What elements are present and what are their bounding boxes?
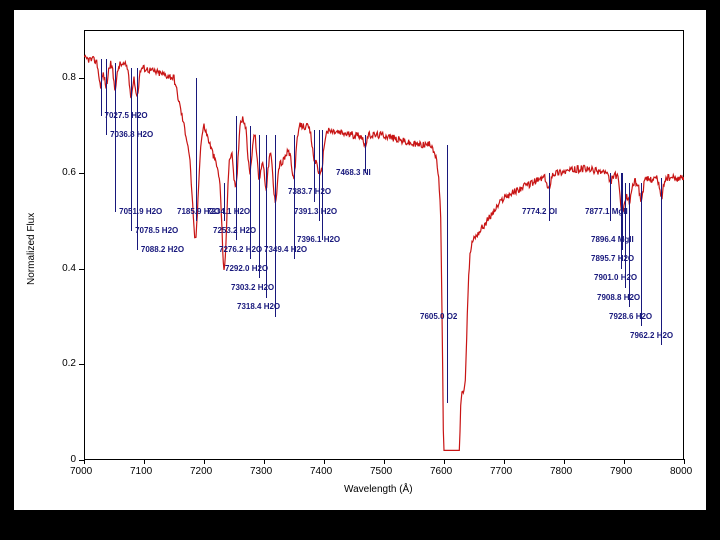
spectral-line-label: 7928.6 H2O xyxy=(609,312,652,321)
x-tick-label: 7500 xyxy=(370,466,392,477)
x-tick-label: 7900 xyxy=(610,466,632,477)
spectral-line-label: 7234.1 H2O xyxy=(207,207,250,216)
spectral-line-label: 7349.4 H2O xyxy=(264,245,307,254)
x-tick-label: 7600 xyxy=(430,466,452,477)
x-tick-label: 7700 xyxy=(490,466,512,477)
line-marker xyxy=(629,183,630,307)
plot-area: 7000710072007300740075007600770078007900… xyxy=(84,30,684,460)
spectral-line-label: 7605.0 O2 xyxy=(420,312,457,321)
spectral-line-label: 7276.2 H2O xyxy=(219,245,262,254)
line-marker xyxy=(266,135,267,297)
line-marker xyxy=(137,68,138,164)
y-tick-label: 0.8 xyxy=(46,72,76,83)
spectral-line-label: 7908.8 H2O xyxy=(597,293,640,302)
x-axis-label: Wavelength (Å) xyxy=(344,484,413,495)
line-marker xyxy=(259,135,260,278)
y-axis-label: Normalized Flux xyxy=(26,213,37,285)
y-tick-label: 0.4 xyxy=(46,263,76,274)
line-marker xyxy=(196,78,197,221)
x-tick-label: 7400 xyxy=(310,466,332,477)
line-marker xyxy=(625,183,626,288)
line-marker xyxy=(131,68,132,154)
y-tick-label: 0.2 xyxy=(46,358,76,369)
line-marker xyxy=(101,59,102,116)
line-marker xyxy=(294,135,295,259)
x-tick-label: 7800 xyxy=(550,466,572,477)
y-tick-label: 0.6 xyxy=(46,167,76,178)
spectral-line-label: 7303.2 H2O xyxy=(231,283,274,292)
spectral-line-label: 7895.7 H2O xyxy=(591,254,634,263)
line-marker xyxy=(106,59,107,126)
line-marker xyxy=(275,135,276,317)
spectral-line-label: 7078.5 H2O xyxy=(135,226,178,235)
spectral-line-label: 7088.2 H2O xyxy=(141,245,184,254)
spectral-line-label: 7468.3 NI xyxy=(336,168,371,177)
spectral-line-label: 7318.4 H2O xyxy=(237,302,280,311)
x-tick-label: 7000 xyxy=(70,466,92,477)
spectral-line-label: 7051.9 H2O xyxy=(119,207,162,216)
x-tick-label: 7100 xyxy=(130,466,152,477)
spectral-line-label: 7391.3 H2O xyxy=(294,207,337,216)
line-marker xyxy=(641,183,642,326)
spectral-line-label: 7292.0 H2O xyxy=(225,264,268,273)
line-marker xyxy=(236,116,237,240)
spectral-line-label: 7901.0 H2O xyxy=(594,273,637,282)
line-marker xyxy=(250,126,251,260)
spectral-line-label: 7896.4 MgII xyxy=(591,235,634,244)
x-tick-label: 8000 xyxy=(670,466,692,477)
chart-panel: 7000 7100 7200 7300 7400 7500 7600 7700 7800 7900… xyxy=(14,10,706,510)
line-marker xyxy=(661,178,662,345)
x-tick-label: 7200 xyxy=(190,466,212,477)
spectral-line-label: 7383.7 H2O xyxy=(288,187,331,196)
spectral-line-label: 7774.2 OI xyxy=(522,207,557,216)
line-marker xyxy=(322,130,323,240)
spectral-line-label: 7027.5 H2O xyxy=(105,111,148,120)
x-tick-label: 7300 xyxy=(250,466,272,477)
spectral-line-label: 7962.2 H2O xyxy=(630,331,673,340)
line-marker xyxy=(115,63,116,135)
y-tick-label: 0 xyxy=(46,454,76,465)
spectral-line-label: 7396.1 H2O xyxy=(297,235,340,244)
